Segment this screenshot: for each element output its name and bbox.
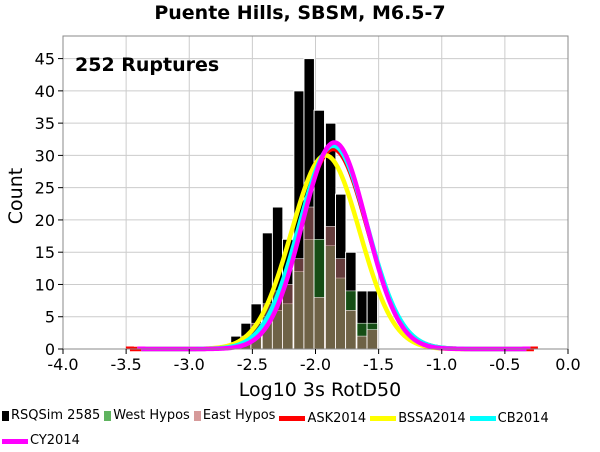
x-tick-label: -4.0 xyxy=(47,355,78,374)
y-tick-label: 45 xyxy=(35,50,55,69)
legend-item: BSSA2014 xyxy=(370,408,466,430)
legend-label: CY2014 xyxy=(30,433,80,448)
bar-east-hypos xyxy=(293,258,305,350)
legend-item: RSQSim 2585 xyxy=(2,405,100,427)
x-tick-label: -1.5 xyxy=(363,355,394,374)
chart-title: Puente Hills, SBSM, M6.5-7 xyxy=(154,2,445,24)
x-tick-label: -3.5 xyxy=(111,355,142,374)
legend-swatch xyxy=(193,411,201,421)
bar-east-hypos xyxy=(335,258,347,350)
legend-swatch xyxy=(2,438,28,444)
x-tick-label: 0.0 xyxy=(555,355,580,374)
y-tick-label: 5 xyxy=(45,308,55,327)
bar-east-hypos xyxy=(313,297,325,350)
x-tick-label: -3.0 xyxy=(174,355,205,374)
legend-swatch xyxy=(2,411,9,421)
legend-item: CY2014 xyxy=(2,430,80,452)
y-tick-label: 25 xyxy=(35,179,55,198)
legend-item: West Hypos xyxy=(104,405,190,427)
plot-area: -4.0 -3.5 -3.0 -2.5 -2.0 -1.5 -1.0 -0.5 0.0 0 5 10 1… xyxy=(35,35,581,374)
y-tick-label: 35 xyxy=(35,114,55,133)
legend-swatch xyxy=(279,416,306,421)
x-axis-label: Log10 3s RotD50 xyxy=(239,379,401,401)
x-tick-label: -0.5 xyxy=(489,355,520,374)
x-tick-label: -2.5 xyxy=(237,355,268,374)
x-tick-label: -1.0 xyxy=(426,355,457,374)
x-tick-label: -2.0 xyxy=(300,355,331,374)
legend-swatch xyxy=(104,411,112,421)
legend-swatch xyxy=(469,416,496,421)
y-axis: 0 5 10 15 20 25 30 35 40 45 xyxy=(35,50,63,359)
bar-east-hypos xyxy=(366,329,378,350)
legend-label: West Hypos xyxy=(113,408,190,423)
legend: RSQSim 2585 West Hypos East Hypos ASK2014 BS… xyxy=(2,405,598,452)
bar-east-hypos xyxy=(356,335,368,350)
legend-swatch xyxy=(370,416,397,421)
legend-label: East Hypos xyxy=(202,408,276,423)
legend-label: ASK2014 xyxy=(307,410,367,426)
y-tick-label: 30 xyxy=(35,146,55,165)
legend-label: CB2014 xyxy=(497,410,549,426)
legend-label: BSSA2014 xyxy=(398,410,466,426)
bar-east-hypos xyxy=(325,226,337,350)
y-tick-label: 20 xyxy=(35,211,55,230)
bar-east-hypos xyxy=(303,206,315,350)
legend-item: CB2014 xyxy=(469,408,549,430)
y-tick-label: 10 xyxy=(35,275,55,294)
y-tick-label: 15 xyxy=(35,243,55,262)
x-axis: -4.0 -3.5 -3.0 -2.5 -2.0 -1.5 -1.0 -0.5 0.0 xyxy=(47,349,581,374)
rupture-count-annotation: 252 Ruptures xyxy=(75,54,219,76)
legend-item: ASK2014 xyxy=(279,408,366,430)
y-tick-label: 0 xyxy=(45,340,55,359)
bar-east-hypos xyxy=(345,310,357,350)
legend-item: East Hypos xyxy=(193,405,276,427)
y-axis-label: Count xyxy=(5,168,27,224)
legend-label: RSQSim 2585 xyxy=(11,408,101,423)
y-tick-label: 40 xyxy=(35,82,55,101)
